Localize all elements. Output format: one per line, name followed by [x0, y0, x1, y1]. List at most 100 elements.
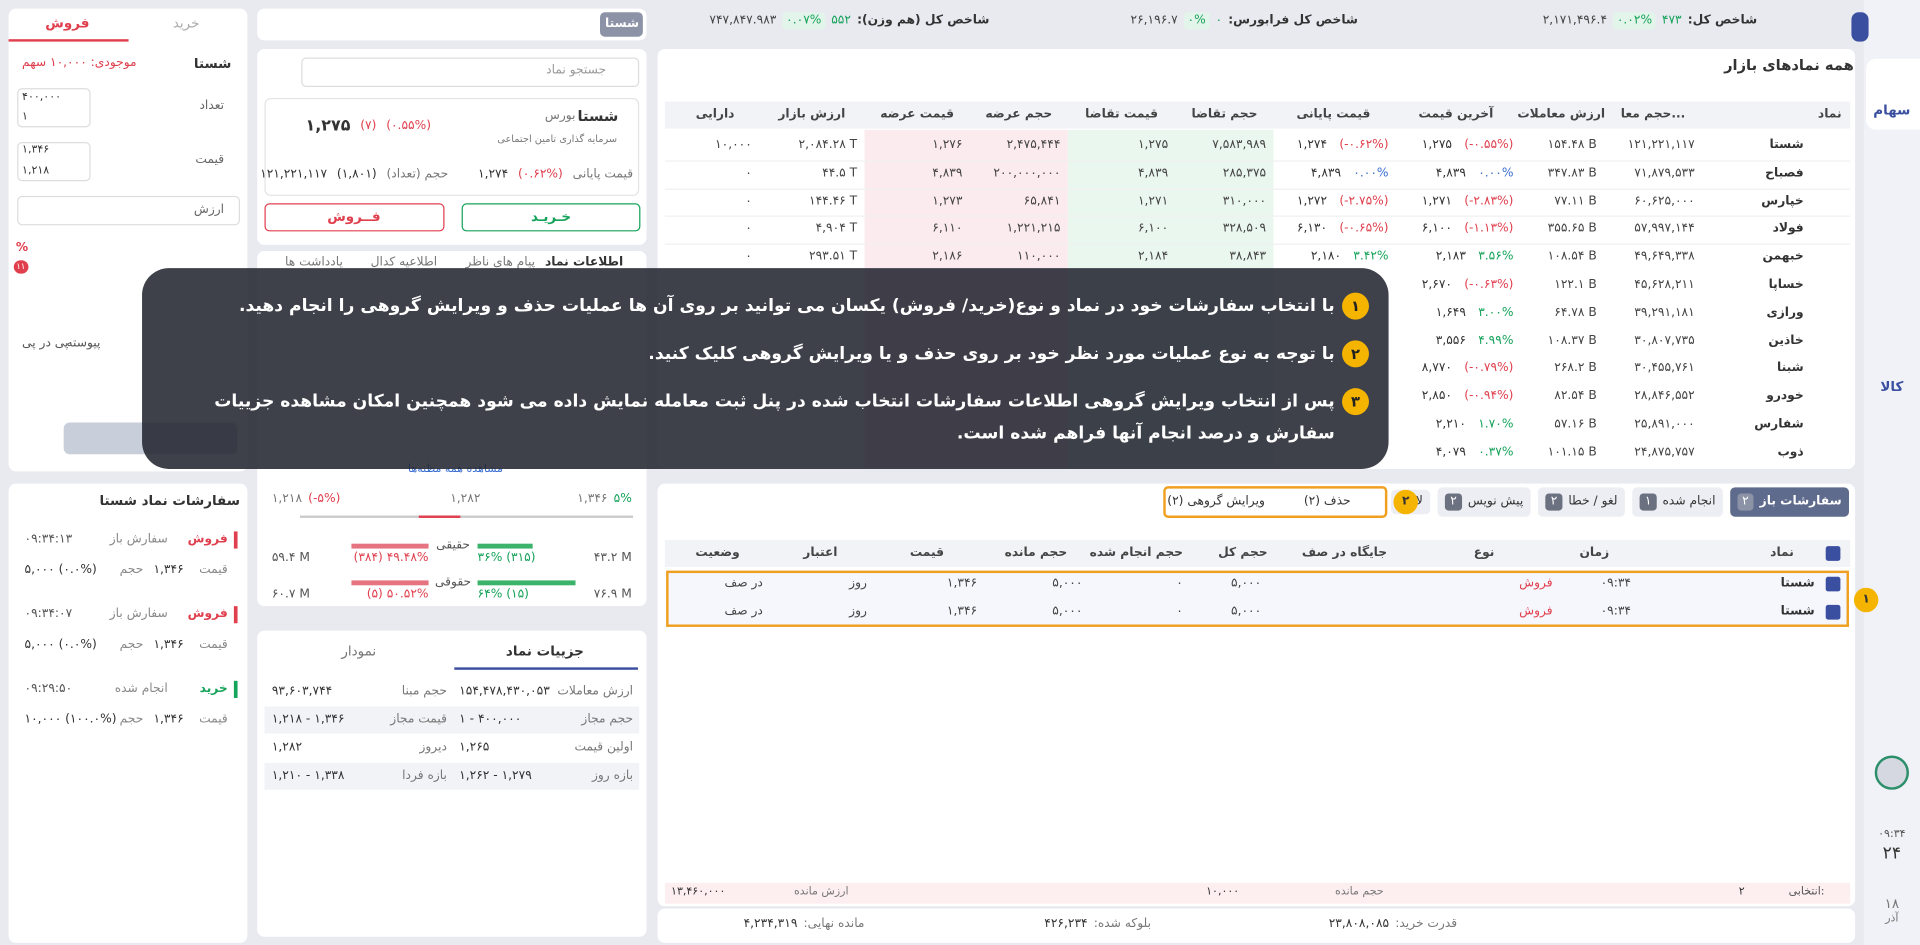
- market-column-header[interactable]: قیمت پایانی: [1296, 107, 1371, 122]
- mode-continuous[interactable]: پیوسته: [66, 336, 101, 351]
- market-column-header[interactable]: حجم معا...: [1620, 107, 1686, 122]
- trader-sell: (۵) ۵۰.۵۲%: [366, 587, 429, 602]
- symbol-title: شستا: [577, 107, 619, 125]
- orders-column-header[interactable]: اعتبار: [803, 546, 838, 560]
- market-column-header[interactable]: حجم تقاضا: [1191, 107, 1258, 122]
- orders-column-header[interactable]: وضعیت: [695, 546, 740, 560]
- orders-column-header[interactable]: نماد: [1770, 546, 1794, 560]
- trader-buy: ۳۶% (۳۱۵): [477, 551, 536, 565]
- symbol-name[interactable]: فولاد: [1772, 222, 1804, 236]
- market-column-header[interactable]: ارزش معاملات: [1517, 107, 1606, 122]
- side-bar: [233, 680, 238, 698]
- see-all-quotes[interactable]: مشاهده همه مظنه‌ها: [408, 463, 503, 476]
- price-cell: ۰.۰۰% ۴,۸۳۹: [1436, 167, 1514, 180]
- bulk-actions[interactable]: [1163, 486, 1388, 518]
- symbol-name[interactable]: ورازی: [1766, 305, 1804, 320]
- market-column-header[interactable]: نماد: [1817, 107, 1842, 122]
- mode-sequential[interactable]: پی در پی: [22, 336, 69, 351]
- order-time: ۰۹:۳۴:۰۷: [24, 607, 73, 621]
- info-tab[interactable]: اطلاعات نماد: [545, 255, 624, 270]
- index-label: شاخص کل فرابورس:: [1228, 13, 1358, 27]
- sell-label[interactable]: فــروش: [327, 208, 381, 225]
- order-time: ۰۹:۳۴:۱۳: [24, 532, 73, 547]
- info-tab[interactable]: اطلاعیه کدال: [370, 255, 438, 270]
- buy-button[interactable]: [461, 203, 641, 232]
- orders-column-header[interactable]: جایگاه در صف: [1301, 546, 1388, 560]
- trader-sell-value: ۵۹.۴ M: [271, 551, 310, 565]
- market-cell: ۱۲۲.۱ B: [1554, 277, 1597, 292]
- value-input[interactable]: [17, 195, 241, 226]
- market-cell: ۱,۲۲۱,۲۱۵: [1006, 222, 1061, 236]
- quantity-input[interactable]: [17, 88, 91, 128]
- symbol-name[interactable]: خساپا: [1768, 277, 1804, 292]
- selected-rows[interactable]: [666, 570, 1849, 627]
- orders-tab[interactable]: لغو / خطا ۲: [1538, 487, 1625, 517]
- search-placeholder[interactable]: جستجو نماد: [546, 63, 607, 78]
- row-checkbox[interactable]: [1825, 576, 1841, 592]
- group-edit-button[interactable]: ویرایش گروهی (۲): [1167, 494, 1265, 509]
- buy-label[interactable]: خـریـد: [530, 208, 572, 225]
- price-input[interactable]: [17, 142, 91, 182]
- market-column-header[interactable]: آخرین قیمت: [1418, 107, 1494, 122]
- order-status: سفارش باز: [109, 607, 168, 621]
- orders-column-header[interactable]: حجم انجام شده: [1089, 546, 1183, 560]
- market-cell: ۱۰۸.۵۴ B: [1547, 250, 1597, 264]
- buy-tab[interactable]: خرید: [172, 15, 200, 32]
- order-cell: ۰: [1176, 604, 1183, 619]
- symbol-name[interactable]: خودرو: [1766, 389, 1804, 404]
- sidebar-active-tab[interactable]: [1866, 58, 1920, 130]
- info-tab[interactable]: پیام های ناظر: [465, 255, 536, 270]
- symbol-name[interactable]: شستا: [1769, 138, 1804, 152]
- info-tab[interactable]: یادداشت ها: [285, 255, 343, 270]
- market-cell: ۳۰,۸۰۷,۷۳۵: [1634, 333, 1695, 348]
- symbol-name[interactable]: شبنا: [1777, 361, 1804, 376]
- sidebar-toggle[interactable]: [1851, 12, 1869, 42]
- symbol-name[interactable]: خپارس: [1761, 194, 1804, 208]
- details-tab-line: [454, 667, 638, 670]
- market-column-header[interactable]: قیمت تقاضا: [1085, 107, 1159, 122]
- market-column-header[interactable]: ارزش بازار: [778, 107, 846, 122]
- orders-tab[interactable]: پیش نویس ۲: [1438, 487, 1531, 517]
- sell-button[interactable]: [264, 203, 445, 232]
- market-column-header[interactable]: دارایی: [695, 107, 735, 122]
- orders-column-header[interactable]: حجم کل: [1218, 546, 1268, 560]
- sidebar-stocks[interactable]: سهام: [1873, 102, 1911, 119]
- orders-tab[interactable]: انجام شده ۱: [1632, 487, 1723, 517]
- sell-tab[interactable]: فروش: [45, 15, 90, 32]
- index-change: ۰: [1215, 13, 1223, 27]
- orders-tab[interactable]: سفارشات باز ۲: [1729, 487, 1849, 517]
- trader-type: حقیقی: [436, 538, 470, 553]
- symbol-name[interactable]: شفارس: [1754, 417, 1804, 432]
- chart-tab[interactable]: نمودار: [341, 643, 377, 660]
- orders-column-header[interactable]: نوع: [1473, 546, 1495, 560]
- orders-column-header[interactable]: قیمت: [909, 546, 945, 560]
- details-tab[interactable]: جزییات نماد: [505, 643, 584, 660]
- avatar[interactable]: [1874, 755, 1909, 790]
- row-checkbox[interactable]: [1825, 604, 1841, 620]
- orders-column-header[interactable]: زمان: [1579, 546, 1610, 560]
- orders-column-header[interactable]: حجم مانده: [1004, 546, 1068, 560]
- symbol-name[interactable]: ذوب: [1777, 445, 1804, 459]
- step-text: با انتخاب سفارشات خود در نماد و نوع(خرید…: [238, 296, 1335, 316]
- delete-button[interactable]: حذف (۲): [1303, 494, 1351, 509]
- symbol-orders: [8, 483, 248, 943]
- symbol-tab[interactable]: شستا: [604, 17, 640, 31]
- header-checkbox[interactable]: [1825, 546, 1841, 561]
- tutorial-overlay: [142, 268, 1389, 469]
- step-text: با توجه به نوع عملیات مورد نظر خود بر رو…: [648, 344, 1335, 364]
- search-box[interactable]: [301, 57, 640, 87]
- order-cell: فروش: [1519, 604, 1553, 619]
- real-buy-bar: [477, 543, 533, 549]
- symbol-name[interactable]: فصباح: [1765, 166, 1804, 180]
- buying-power: قدرت خرید: ۲۳,۸۰۸,۰۸۵: [1329, 918, 1457, 930]
- detail-value: ۱,۲۶۲ - ۱,۲۷۹: [459, 768, 532, 783]
- slider-handle[interactable]: ۱۱: [13, 260, 28, 274]
- symbol-name[interactable]: خاذین: [1768, 333, 1804, 348]
- sidebar-commodity[interactable]: کالا: [1880, 378, 1904, 395]
- symbol-tab-bg[interactable]: [600, 12, 643, 37]
- market-column-header[interactable]: حجم عرضه: [985, 107, 1053, 122]
- symbol-name[interactable]: خبهمن: [1762, 250, 1804, 264]
- market-column-header[interactable]: قیمت عرضه: [880, 107, 954, 122]
- price: ۱,۶۴۹: [1435, 305, 1466, 320]
- market-cell: ۳۲۸,۵۰۹: [1222, 222, 1267, 236]
